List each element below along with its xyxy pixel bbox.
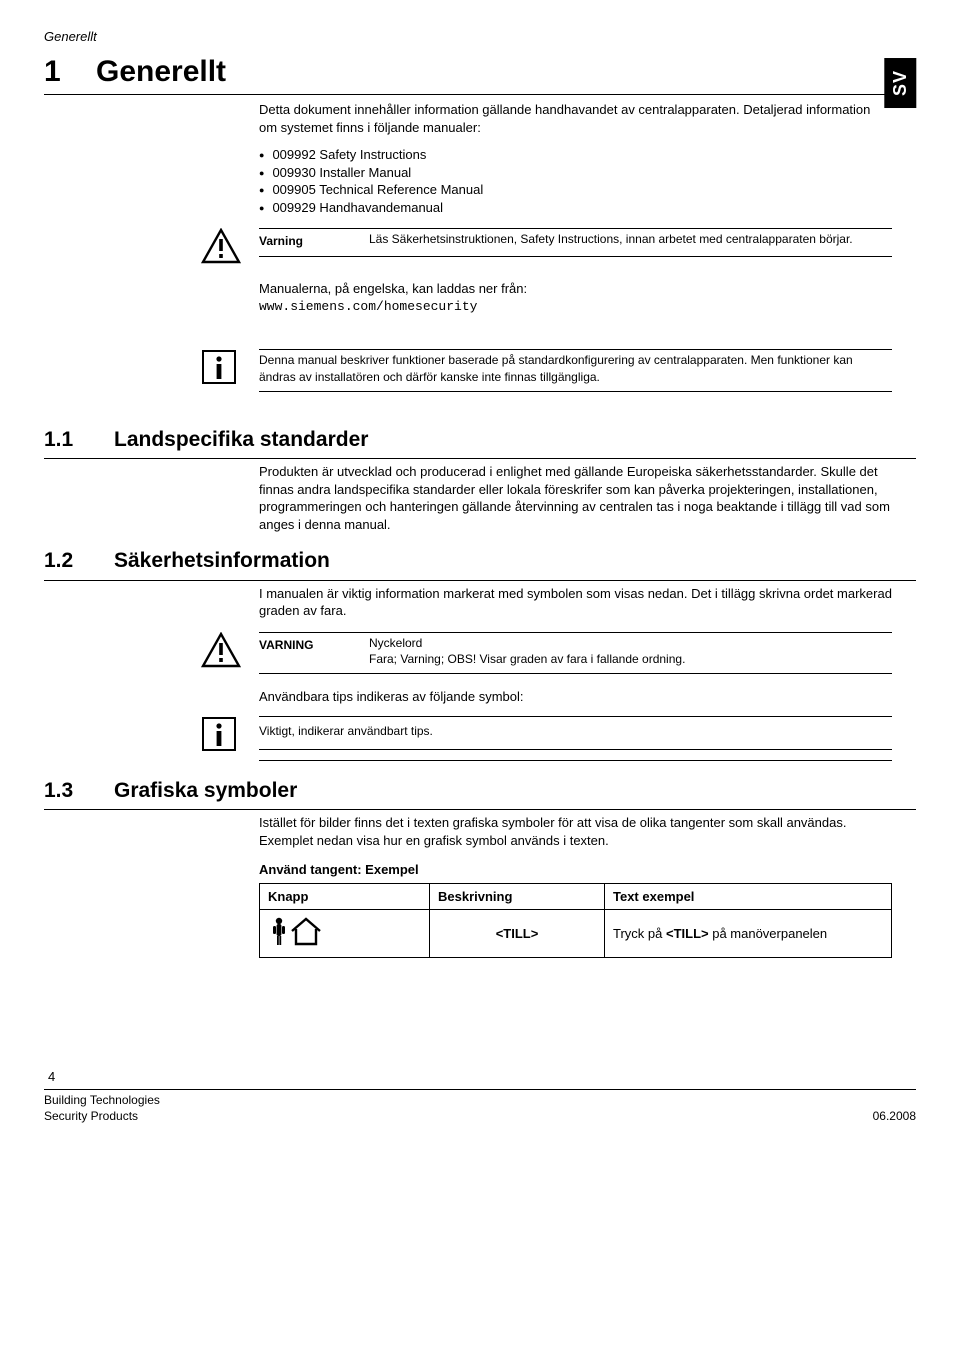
warning-label: VARNING: [259, 635, 369, 653]
info-icon: [201, 714, 259, 763]
page-number: 4: [48, 1068, 916, 1086]
page-footer: 4 Building Technologies Security Product…: [44, 1068, 916, 1124]
sec12-body: I manualen är viktig information markera…: [259, 585, 892, 620]
warning-label: Varning: [259, 231, 369, 249]
warning-text: Läs Säkerhetsinstruktionen, Safety Instr…: [369, 231, 892, 247]
manuals-list: 009992 Safety Instructions 009930 Instal…: [259, 146, 892, 216]
intro-block: Detta dokument innehåller information gä…: [259, 101, 892, 216]
warning-text: Nyckelord Fara; Varning; OBS! Visar grad…: [369, 635, 892, 667]
cell-description: <TILL>: [430, 910, 605, 958]
list-item: 009930 Installer Manual: [259, 164, 892, 182]
table-row: <TILL> Tryck på <TILL> på manöverpanelen: [260, 910, 892, 958]
info-text: Viktigt, indikerar användbart tips.: [259, 719, 892, 743]
col-header-text-exempel: Text exempel: [605, 883, 892, 910]
col-header-beskrivning: Beskrivning: [430, 883, 605, 910]
col-header-knapp: Knapp: [260, 883, 430, 910]
page: SV Generellt 1 Generellt Detta dokument …: [44, 28, 916, 1124]
info-callout: Denna manual beskriver funktioner basera…: [201, 347, 892, 395]
sec12-paragraph: I manualen är viktig information markera…: [259, 585, 892, 620]
table-subheading: Använd tangent: Exempel: [259, 861, 892, 879]
after-warning-block: Manualerna, på engelska, kan laddas ner …: [259, 280, 892, 315]
cell-key-symbol: [260, 910, 430, 958]
h2-rule: [44, 809, 916, 810]
example-key: <TILL>: [666, 926, 709, 941]
table-header-row: Knapp Beskrivning Text exempel: [260, 883, 892, 910]
footer-line-2: Security Products: [44, 1108, 138, 1124]
list-item: 009992 Safety Instructions: [259, 146, 892, 164]
warning-callout: VARNING Nyckelord Fara; Varning; OBS! Vi…: [201, 630, 892, 678]
keys-table: Knapp Beskrivning Text exempel: [259, 883, 892, 958]
running-header: Generellt: [44, 28, 916, 46]
h1-row: 1 Generellt: [44, 52, 916, 93]
warning-icon: [201, 226, 259, 264]
sec13-paragraph: Istället för bilder finns det i texten g…: [259, 814, 892, 849]
warning-body: VARNING Nyckelord Fara; Varning; OBS! Vi…: [259, 630, 892, 678]
sec12-after: Användbara tips indikeras av följande sy…: [259, 688, 892, 706]
download-line: Manualerna, på engelska, kan laddas ner …: [259, 280, 892, 298]
h2-rule: [44, 458, 916, 459]
warning-body: Varning Läs Säkerhetsinstruktionen, Safe…: [259, 226, 892, 264]
h2-rule: [44, 580, 916, 581]
info-icon: [201, 347, 259, 395]
h2-row: 1.2 Säkerhetsinformation: [44, 547, 916, 575]
example-post: på manöverpanelen: [709, 926, 828, 941]
warning-keyword-list: Fara; Varning; OBS! Visar graden av fara…: [369, 651, 892, 667]
footer-date: 06.2008: [873, 1108, 916, 1124]
info-body: Denna manual beskriver funktioner basera…: [259, 347, 892, 395]
key-desc-text: <TILL>: [496, 926, 539, 941]
h2-row: 1.3 Grafiska symboler: [44, 777, 916, 805]
warning-icon: [201, 630, 259, 678]
sec11-body: Produkten är utvecklad och producerad i …: [259, 463, 892, 533]
sec12-after-text: Användbara tips indikeras av följande sy…: [259, 688, 892, 706]
example-pre: Tryck på: [613, 926, 666, 941]
download-url: www.siemens.com/homesecurity: [259, 298, 892, 316]
h1-number: 1: [44, 52, 96, 93]
sec11-paragraph: Produkten är utvecklad och producerad i …: [259, 463, 892, 533]
sec13-body: Istället för bilder finns det i texten g…: [259, 814, 892, 958]
h2-number: 1.3: [44, 777, 114, 805]
info-callout: Viktigt, indikerar användbart tips.: [201, 714, 892, 763]
warning-callout: Varning Läs Säkerhetsinstruktionen, Safe…: [201, 226, 892, 264]
cell-text-example: Tryck på <TILL> på manöverpanelen: [605, 910, 892, 958]
footer-line-1: Building Technologies: [44, 1092, 160, 1108]
h2-number: 1.1: [44, 426, 114, 454]
arm-key-icon: [268, 914, 328, 948]
h2-row: 1.1 Landspecifika standarder: [44, 426, 916, 454]
list-item: 009929 Handhavandemanual: [259, 199, 892, 217]
info-body: Viktigt, indikerar användbart tips.: [259, 714, 892, 763]
h1-title: Generellt: [96, 52, 916, 93]
h2-title: Grafiska symboler: [114, 777, 297, 805]
h1-rule: [44, 94, 916, 95]
h2-title: Säkerhetsinformation: [114, 547, 330, 575]
language-tab: SV: [884, 58, 916, 108]
list-item: 009905 Technical Reference Manual: [259, 181, 892, 199]
intro-paragraph: Detta dokument innehåller information gä…: [259, 101, 892, 136]
h2-number: 1.2: [44, 547, 114, 575]
h2-title: Landspecifika standarder: [114, 426, 368, 454]
info-text: Denna manual beskriver funktioner basera…: [259, 352, 892, 384]
warning-keyword-label: Nyckelord: [369, 635, 892, 651]
